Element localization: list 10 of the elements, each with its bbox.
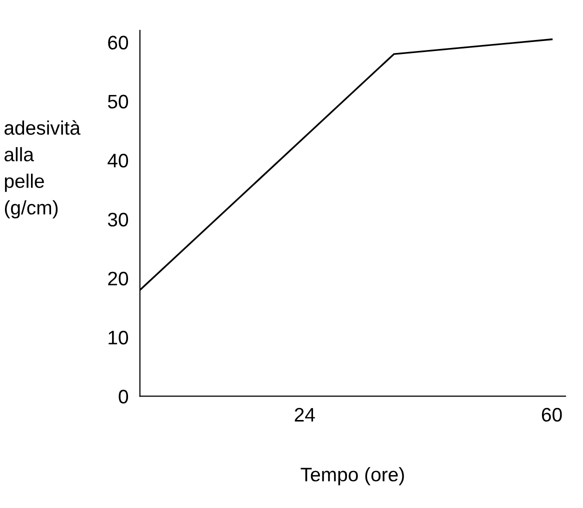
y-tick-label: 20 [108, 272, 128, 286]
y-tick-label: 10 [108, 330, 128, 344]
y-axis-title: adesività alla pelle (g/cm) [4, 120, 80, 218]
x-tick-label: 24 [294, 408, 315, 422]
y-tick-label: 0 [118, 390, 128, 404]
y-tick-label: 40 [108, 154, 128, 168]
y-tick-label: 60 [108, 36, 128, 50]
y-tick-label: 30 [108, 212, 128, 226]
y-tick-label: 50 [108, 94, 128, 109]
x-axis-title: Tempo (ore) [300, 467, 404, 486]
